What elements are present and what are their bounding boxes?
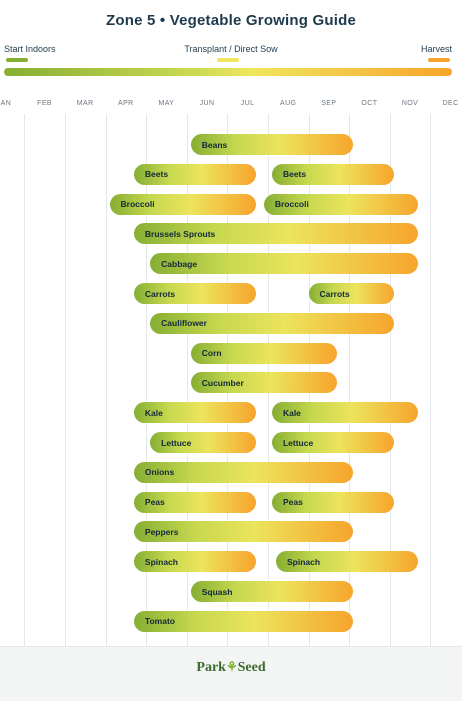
month-gridline — [24, 114, 26, 646]
season-gradient-bar — [4, 68, 452, 76]
month-label-oct: OCT — [361, 100, 378, 107]
crop-bar-lettuce-2: Lettuce — [271, 432, 394, 453]
crop-bar-spinach-1: Spinach — [133, 551, 256, 573]
month-label-sep: SEP — [321, 100, 337, 107]
logo-text-seed: Seed — [237, 660, 266, 675]
crop-bar-broccoli-2: Broccoli — [263, 193, 419, 215]
crop-bar-spinach-2: Spinach — [276, 551, 419, 573]
month-label-jan: JAN — [0, 100, 12, 107]
crop-bar-beans: Beans — [190, 134, 354, 155]
crop-bar-onions: Onions — [133, 461, 354, 483]
crop-bar-peppers: Peppers — [133, 521, 354, 543]
legend-start-indoors-swatch — [6, 58, 28, 62]
crop-bar-lettuce-1: Lettuce — [150, 432, 256, 453]
crop-bar-peas-1: Peas — [133, 491, 256, 513]
month-gridline — [389, 114, 391, 646]
crop-bar-kale-1: Kale — [133, 402, 256, 424]
legend-harvest-label: Harvest — [420, 44, 452, 54]
page-title: Zone 5 • Vegetable Growing Guide — [105, 12, 357, 29]
month-label-jun: JUN — [199, 100, 215, 107]
legend-harvest-swatch — [428, 58, 450, 62]
crop-bar-broccoli-1: Broccoli — [109, 193, 256, 215]
month-gridline — [430, 114, 432, 646]
month-label-aug: AUG — [280, 100, 297, 107]
legend-transplant-swatch — [217, 58, 239, 62]
month-axis: JAN FEB MAR APR MAY JUN JUL AUG SEP OCT NOV DEC — [0, 100, 462, 114]
month-label-apr: APR — [118, 100, 134, 107]
month-label-nov: NOV — [401, 100, 419, 107]
crop-bar-kale-2: Kale — [271, 402, 419, 424]
month-gridline — [105, 114, 107, 646]
crop-bar-squash: Squash — [190, 581, 354, 602]
sprout-icon: ⚘ — [225, 659, 238, 674]
crop-bar-cabbage: Cabbage — [150, 253, 419, 275]
crop-bar-cucumber: Cucumber — [190, 372, 337, 394]
crop-bar-beets-2: Beets — [271, 163, 394, 185]
month-label-jul: JUL — [240, 100, 255, 107]
crop-bar-tomato: Tomato — [133, 610, 354, 632]
crop-bar-peas-2: Peas — [271, 491, 394, 513]
month-gridline — [186, 114, 188, 646]
month-gridline — [146, 114, 148, 646]
month-gridline — [349, 114, 351, 646]
month-label-feb: FEB — [37, 100, 53, 107]
crop-bar-carrots-2: Carrots — [308, 283, 394, 304]
month-label-dec: DEC — [442, 100, 459, 107]
month-gridline — [64, 114, 66, 646]
footer — [0, 646, 462, 701]
month-label-may: MAY — [158, 100, 175, 107]
crop-bar-cauliflower: Cauliflower — [150, 312, 394, 334]
crop-bar-carrots-1: Carrots — [133, 283, 256, 304]
legend-start-indoors-label: Start Indoors — [4, 44, 56, 54]
legend-transplant-label: Transplant / Direct Sow — [184, 44, 278, 54]
crop-bar-beets-1: Beets — [133, 163, 256, 185]
crop-bar-brussels-sprouts: Brussels Sprouts — [133, 223, 419, 245]
crop-bar-corn: Corn — [190, 342, 337, 364]
park-seed-logo[interactable]: Park⚘Seed — [0, 659, 462, 676]
logo-text-park: Park — [196, 660, 226, 675]
month-label-mar: MAR — [76, 100, 94, 107]
